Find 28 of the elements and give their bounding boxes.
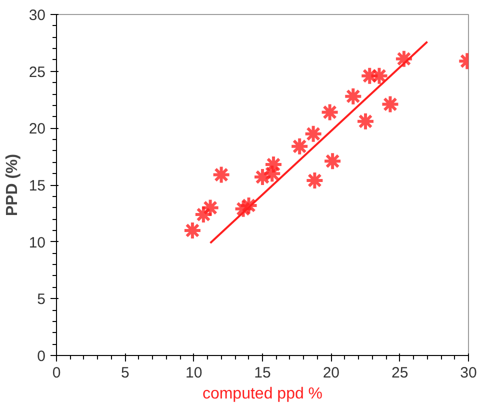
x-tick-label: 30	[460, 364, 477, 382]
point	[264, 155, 283, 174]
x-tick-label: 5	[120, 364, 130, 382]
y-axis-title: PPD (%)	[4, 154, 21, 216]
point	[323, 152, 342, 171]
x-tick-label: 20	[322, 364, 340, 382]
point	[182, 220, 202, 240]
point	[305, 170, 324, 190]
point	[394, 49, 414, 68]
point	[380, 94, 400, 114]
y-tick-label: 15	[28, 178, 46, 194]
y-tick-label: 20	[28, 120, 46, 138]
x-tick-label: 15	[254, 364, 271, 382]
y-tick-label: 10	[28, 234, 46, 252]
point	[290, 136, 310, 156]
y-tick-label: 5	[37, 291, 46, 308]
x-tick-label: 10	[185, 364, 202, 382]
x-tick-label: 0	[52, 364, 61, 382]
point	[356, 112, 375, 131]
y-tick-label: 0	[37, 348, 46, 365]
point	[212, 165, 231, 184]
point	[304, 124, 323, 144]
y-tick-label: 30	[28, 7, 46, 24]
x-axis-title: computed ppd %	[202, 386, 323, 402]
point	[344, 86, 363, 106]
point	[320, 102, 340, 122]
y-tick-label: 25	[28, 64, 46, 81]
x-tick-label: 25	[391, 364, 408, 382]
